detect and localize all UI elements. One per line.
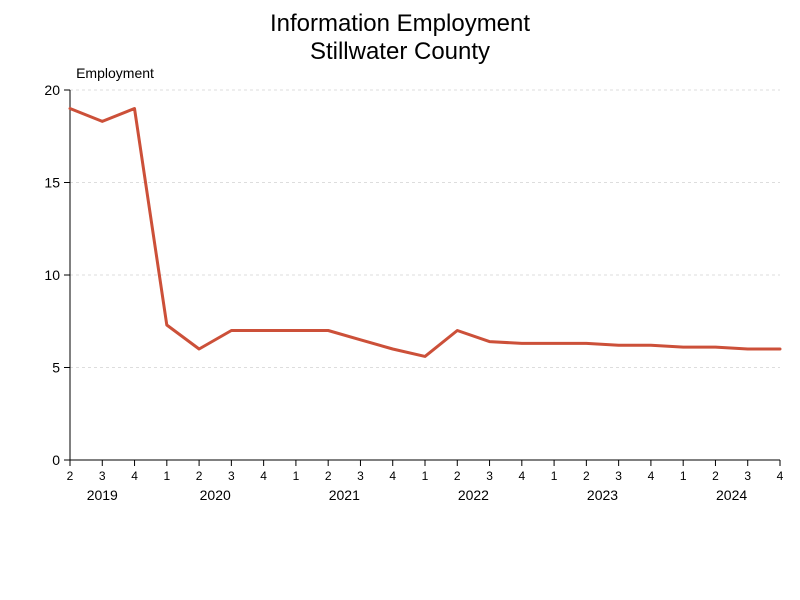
y-axis-label: Employment — [76, 65, 154, 81]
x-tick-quarter-label: 2 — [196, 469, 203, 483]
x-tick-quarter-label: 4 — [518, 469, 525, 483]
x-tick-quarter-label: 3 — [228, 469, 235, 483]
x-tick-quarter-label: 1 — [680, 469, 687, 483]
y-tick-label: 0 — [52, 452, 60, 468]
x-tick-quarter-label: 2 — [67, 469, 74, 483]
x-tick-quarter-label: 4 — [777, 469, 784, 483]
data-line — [70, 109, 780, 357]
chart-container: Information Employment Stillwater County… — [0, 0, 800, 600]
x-tick-quarter-label: 3 — [744, 469, 751, 483]
x-tick-year-label: 2022 — [458, 487, 489, 503]
x-tick-quarter-label: 1 — [422, 469, 429, 483]
x-tick-year-label: 2019 — [87, 487, 118, 503]
x-tick-quarter-label: 2 — [325, 469, 332, 483]
x-tick-quarter-label: 4 — [389, 469, 396, 483]
y-tick-label: 10 — [44, 267, 60, 283]
x-tick-year-label: 2020 — [200, 487, 231, 503]
x-tick-quarter-label: 3 — [615, 469, 622, 483]
x-tick-quarter-label: 1 — [163, 469, 170, 483]
x-tick-year-label: 2021 — [329, 487, 360, 503]
x-tick-quarter-label: 2 — [712, 469, 719, 483]
x-tick-quarter-label: 4 — [131, 469, 138, 483]
chart-svg: 0 5 10 15 20 Employment 2 3 4 1 2 3 4 1 2 3 4 1 2 3 4 1 2 3 4 1 2 3… — [0, 0, 800, 600]
x-tick-quarter-label: 2 — [583, 469, 590, 483]
y-tick-label: 15 — [44, 175, 60, 191]
y-tick-label: 5 — [52, 360, 60, 376]
x-tick-quarter-label: 3 — [486, 469, 493, 483]
x-tick-quarter-label: 1 — [293, 469, 300, 483]
x-tick-quarter-label: 2 — [454, 469, 461, 483]
x-tick-quarter-label: 3 — [99, 469, 106, 483]
x-tick-year-label: 2023 — [587, 487, 618, 503]
x-tick-quarter-label: 3 — [357, 469, 364, 483]
y-tick-label: 20 — [44, 82, 60, 98]
x-tick-year-label: 2024 — [716, 487, 747, 503]
x-tick-quarter-label: 4 — [260, 469, 267, 483]
x-tick-quarter-label: 1 — [551, 469, 558, 483]
x-tick-quarter-label: 4 — [648, 469, 655, 483]
